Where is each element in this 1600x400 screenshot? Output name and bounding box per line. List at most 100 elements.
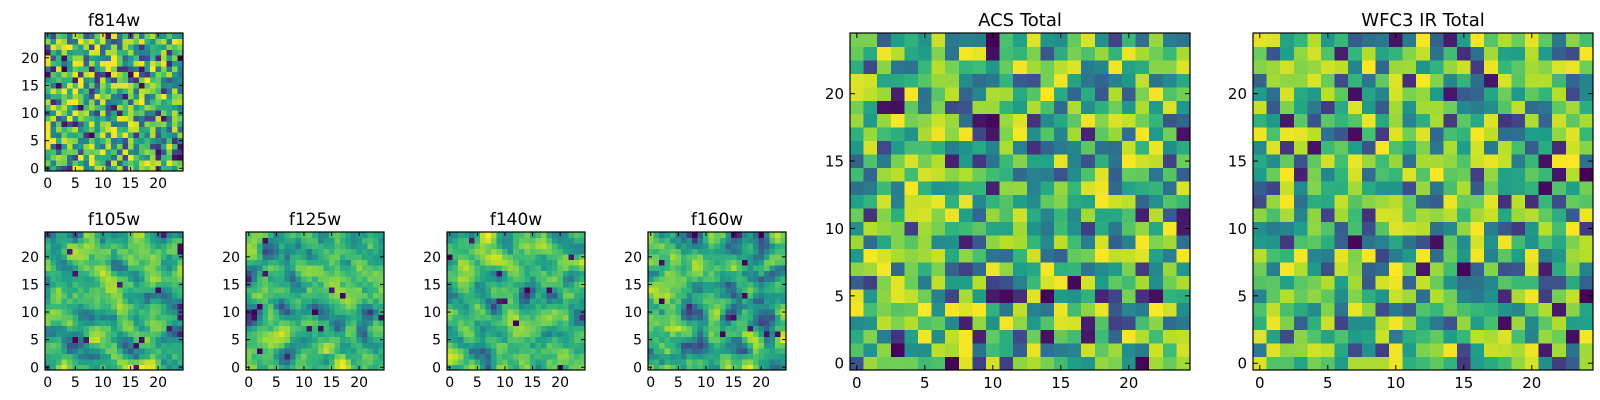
- heatmap-cell: [714, 248, 721, 255]
- heatmap-cell: [518, 320, 525, 327]
- heatmap-cell: [177, 44, 184, 50]
- heatmap-cell: [1176, 181, 1191, 196]
- heatmap-cell: [659, 325, 665, 332]
- heatmap-cell: [714, 281, 721, 288]
- heatmap-cell: [328, 281, 335, 288]
- heatmap-cell: [1054, 235, 1068, 250]
- heatmap-cell: [246, 237, 252, 244]
- heatmap-cell: [877, 248, 892, 263]
- heatmap-cell: [312, 237, 319, 244]
- heatmap-cell: [138, 44, 145, 50]
- heatmap-cell: [1026, 73, 1041, 88]
- heatmap-cell: [78, 259, 84, 266]
- heatmap-cell: [1429, 275, 1444, 290]
- heatmap-cell: [904, 140, 919, 155]
- heatmap-cell: [863, 329, 878, 344]
- heatmap-cell: [257, 298, 263, 305]
- heatmap-cell: [155, 331, 162, 338]
- heatmap-cell: [273, 331, 280, 338]
- heatmap-cell: [774, 342, 781, 349]
- heatmap-cell: [719, 237, 726, 244]
- heatmap-cell: [725, 314, 732, 321]
- heatmap-cell: [361, 336, 368, 343]
- heatmap-cell: [752, 364, 759, 371]
- heatmap-cell: [61, 276, 68, 283]
- heatmap-cell: [89, 325, 96, 332]
- heatmap-cell: [452, 358, 459, 365]
- heatmap-cell: [144, 148, 151, 155]
- heatmap-cell: [1348, 262, 1363, 276]
- heatmap-cell: [144, 55, 151, 61]
- heatmap-cell: [61, 33, 68, 39]
- heatmap-cell: [1361, 316, 1376, 330]
- heatmap-cell: [557, 342, 564, 349]
- heatmap-cell: [972, 343, 987, 357]
- heatmap-cell: [513, 243, 520, 249]
- heatmap-cell: [144, 232, 151, 238]
- heatmap-cell: [323, 298, 330, 305]
- heatmap-cell: [350, 270, 357, 277]
- heatmap-cell: [1081, 248, 1096, 263]
- heatmap-cell: [171, 232, 178, 238]
- heatmap-cell: [116, 243, 123, 249]
- heatmap-cell: [50, 254, 57, 260]
- heatmap-cell: [1307, 73, 1322, 88]
- heatmap-cell: [317, 336, 324, 343]
- heatmap-cell: [83, 232, 90, 238]
- heatmap-cell: [116, 33, 123, 39]
- heatmap-cell: [334, 270, 341, 277]
- heatmap-cell: [850, 208, 864, 223]
- heatmap-cell: [144, 132, 151, 139]
- heatmap-cell: [648, 287, 654, 294]
- heatmap-cell: [447, 353, 453, 360]
- heatmap-cell: [518, 259, 525, 266]
- heatmap-cell: [111, 77, 118, 84]
- heatmap-cell: [45, 66, 51, 72]
- heatmap-cell: [166, 336, 173, 343]
- heatmap-cell: [105, 303, 112, 310]
- heatmap-cell: [100, 254, 107, 260]
- heatmap-cell: [1565, 248, 1580, 263]
- heatmap-cell: [945, 343, 960, 357]
- heatmap-cell: [524, 292, 531, 299]
- heatmap-cell: [719, 320, 726, 327]
- heatmap-cell: [122, 55, 129, 61]
- heatmap-cell: [1149, 289, 1164, 303]
- heatmap-cell: [290, 265, 297, 271]
- heatmap-cell: [356, 353, 363, 360]
- heatmap-cell: [367, 309, 374, 316]
- heatmap-cell: [719, 287, 726, 294]
- heatmap-cell: [1094, 221, 1109, 236]
- heatmap-cell: [72, 126, 79, 133]
- x-tick-label: 15: [323, 375, 341, 391]
- heatmap-cell: [877, 289, 892, 303]
- heatmap-cell: [692, 358, 699, 365]
- heatmap-cell: [1094, 181, 1109, 196]
- heatmap-cell: [469, 276, 475, 283]
- heatmap-cell: [529, 287, 536, 294]
- heatmap-cell: [1511, 59, 1526, 74]
- heatmap-cell: [1443, 356, 1458, 371]
- heatmap-cell: [697, 303, 704, 310]
- heatmap-cells-f160w: [648, 232, 787, 371]
- heatmap-cell: [284, 281, 291, 288]
- heatmap-cell: [171, 44, 178, 50]
- heatmap-cell: [105, 270, 112, 277]
- heatmap-cell: [1525, 356, 1539, 371]
- heatmap-cell: [1525, 140, 1539, 155]
- heatmap-cell: [306, 270, 313, 277]
- heatmap-cell: [1334, 140, 1349, 155]
- heatmap-cell: [675, 265, 682, 271]
- heatmap-cell: [1457, 316, 1471, 330]
- heatmap-cell: [1348, 275, 1363, 290]
- heatmap-cell: [972, 316, 987, 330]
- heatmap-cell: [648, 248, 654, 255]
- heatmap-cell: [138, 137, 145, 144]
- heatmap-cell: [61, 364, 68, 371]
- heatmap-cell: [323, 292, 330, 299]
- heatmap-cell: [1552, 262, 1567, 276]
- heatmap-cell: [94, 331, 101, 338]
- heatmap-cell: [94, 364, 101, 371]
- heatmap-cell: [736, 364, 743, 371]
- heatmap-cell: [697, 298, 704, 305]
